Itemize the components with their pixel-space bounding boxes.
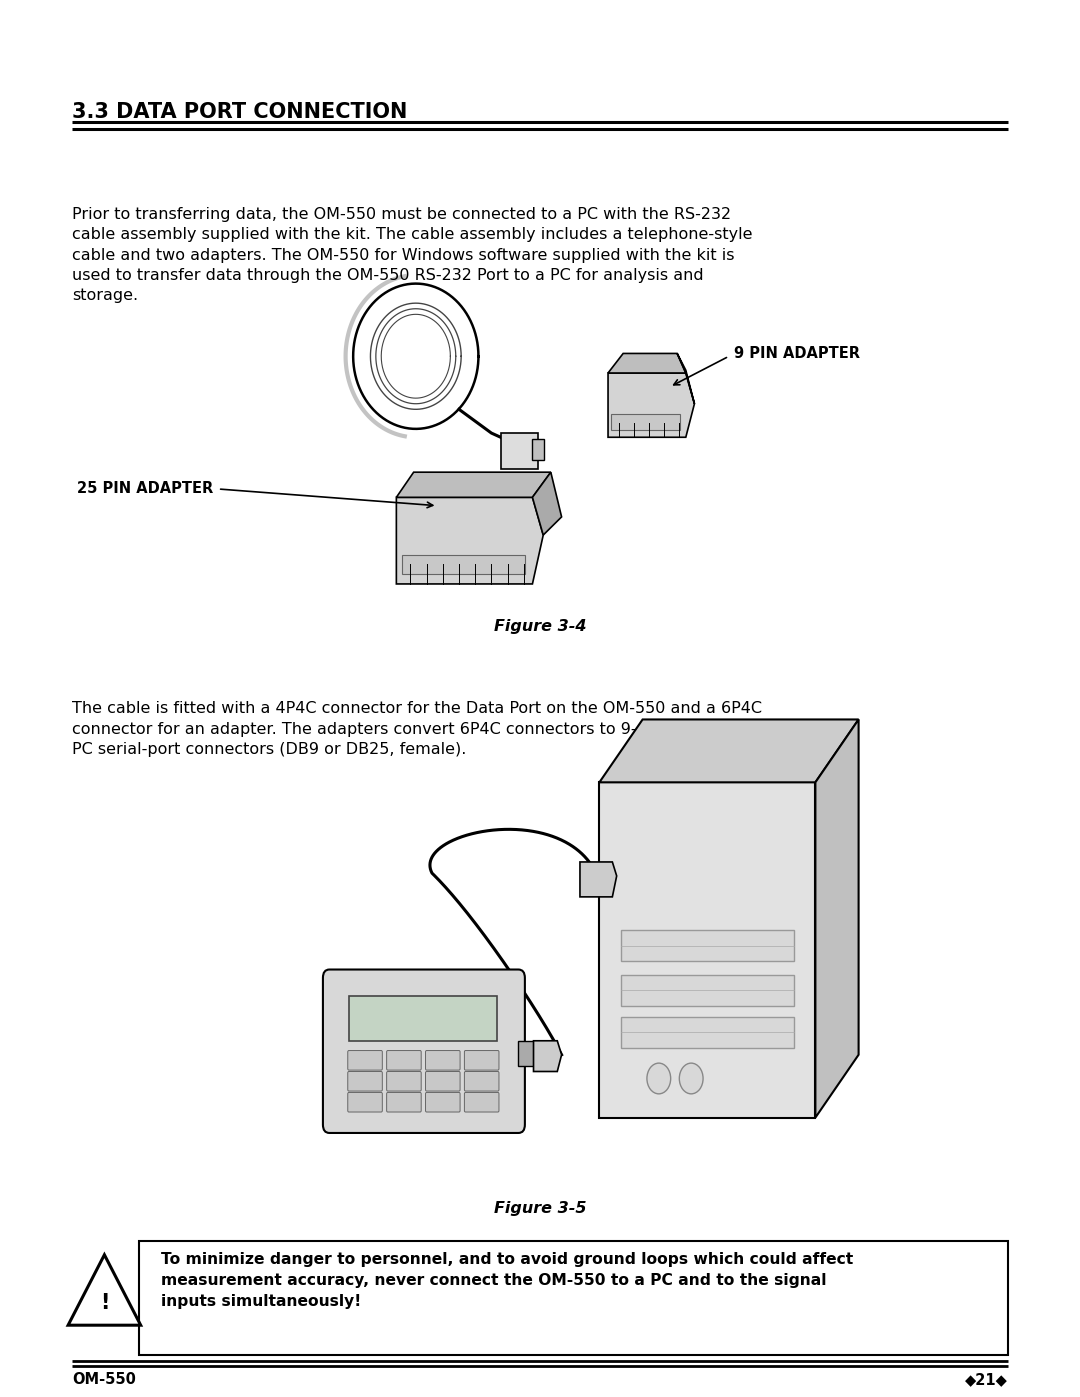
FancyBboxPatch shape: [464, 1092, 499, 1112]
Polygon shape: [396, 497, 543, 584]
Polygon shape: [396, 472, 551, 497]
Circle shape: [647, 1063, 671, 1094]
Bar: [139, 1241, 1008, 1355]
Bar: [349, 996, 497, 1041]
Text: !: !: [99, 1294, 109, 1313]
Text: OM-550: OM-550: [72, 1372, 136, 1387]
Text: Figure 3-5: Figure 3-5: [494, 1201, 586, 1217]
Text: Prior to transferring data, the OM-550 must be connected to a PC with the RS-232: Prior to transferring data, the OM-550 m…: [72, 207, 753, 303]
Polygon shape: [534, 1041, 562, 1071]
Polygon shape: [599, 719, 859, 782]
FancyBboxPatch shape: [387, 1051, 421, 1070]
Text: ◆21◆: ◆21◆: [966, 1372, 1008, 1387]
FancyBboxPatch shape: [348, 1051, 382, 1070]
Text: To minimize danger to personnel, and to avoid ground loops which could affect
me: To minimize danger to personnel, and to …: [161, 1252, 853, 1309]
Polygon shape: [532, 472, 562, 535]
FancyBboxPatch shape: [426, 1051, 460, 1070]
Bar: [518, 1041, 534, 1066]
FancyBboxPatch shape: [426, 1092, 460, 1112]
FancyBboxPatch shape: [387, 1071, 421, 1091]
FancyBboxPatch shape: [426, 1071, 460, 1091]
FancyBboxPatch shape: [464, 1051, 499, 1070]
Polygon shape: [815, 719, 859, 1118]
Polygon shape: [580, 862, 617, 897]
Text: 25 PIN ADAPTER: 25 PIN ADAPTER: [78, 482, 214, 496]
Polygon shape: [68, 1255, 140, 1326]
FancyBboxPatch shape: [387, 1092, 421, 1112]
Text: 9 PIN ADAPTER: 9 PIN ADAPTER: [734, 346, 861, 360]
FancyBboxPatch shape: [348, 1092, 382, 1112]
Bar: [621, 1017, 794, 1048]
Bar: [599, 782, 815, 1118]
Circle shape: [679, 1063, 703, 1094]
Text: 3.3 DATA PORT CONNECTION: 3.3 DATA PORT CONNECTION: [72, 102, 407, 122]
Polygon shape: [608, 353, 686, 373]
FancyBboxPatch shape: [532, 439, 544, 460]
FancyBboxPatch shape: [323, 970, 525, 1133]
Polygon shape: [329, 978, 518, 1125]
FancyBboxPatch shape: [464, 1071, 499, 1091]
Polygon shape: [608, 373, 694, 437]
FancyBboxPatch shape: [402, 555, 525, 574]
FancyBboxPatch shape: [611, 414, 680, 430]
FancyBboxPatch shape: [348, 1071, 382, 1091]
Text: Figure 3-4: Figure 3-4: [494, 619, 586, 634]
FancyBboxPatch shape: [501, 433, 538, 469]
Polygon shape: [677, 353, 694, 404]
Text: The cable is fitted with a 4P4C connector for the Data Port on the OM-550 and a : The cable is fitted with a 4P4C connecto…: [72, 701, 762, 757]
Bar: [621, 975, 794, 1006]
Bar: [621, 930, 794, 961]
